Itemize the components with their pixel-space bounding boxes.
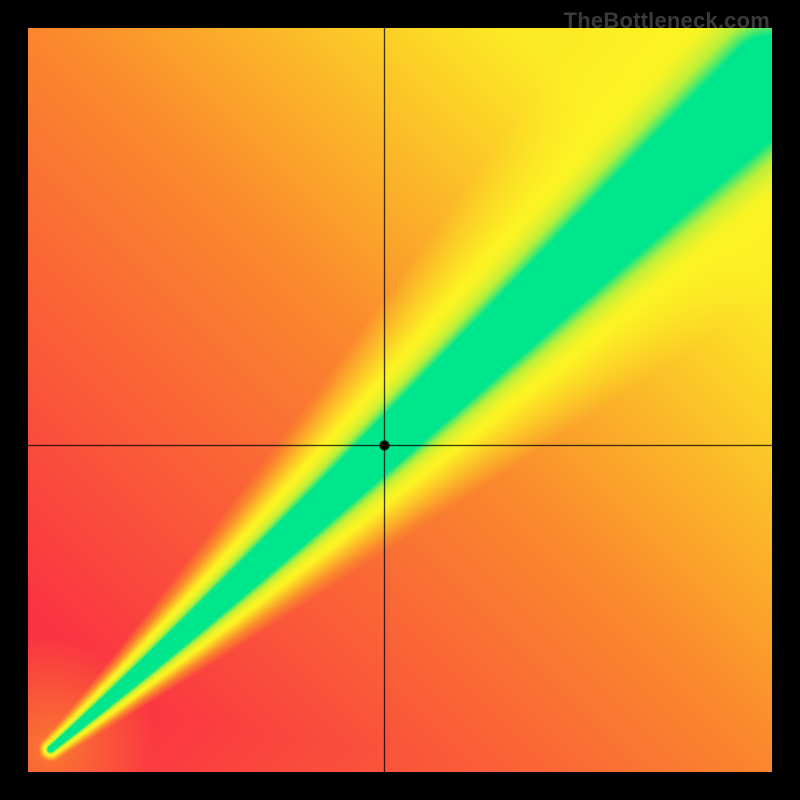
plot-frame [28,28,772,772]
watermark-text: TheBottleneck.com [564,8,770,34]
heatmap-canvas [28,28,772,772]
